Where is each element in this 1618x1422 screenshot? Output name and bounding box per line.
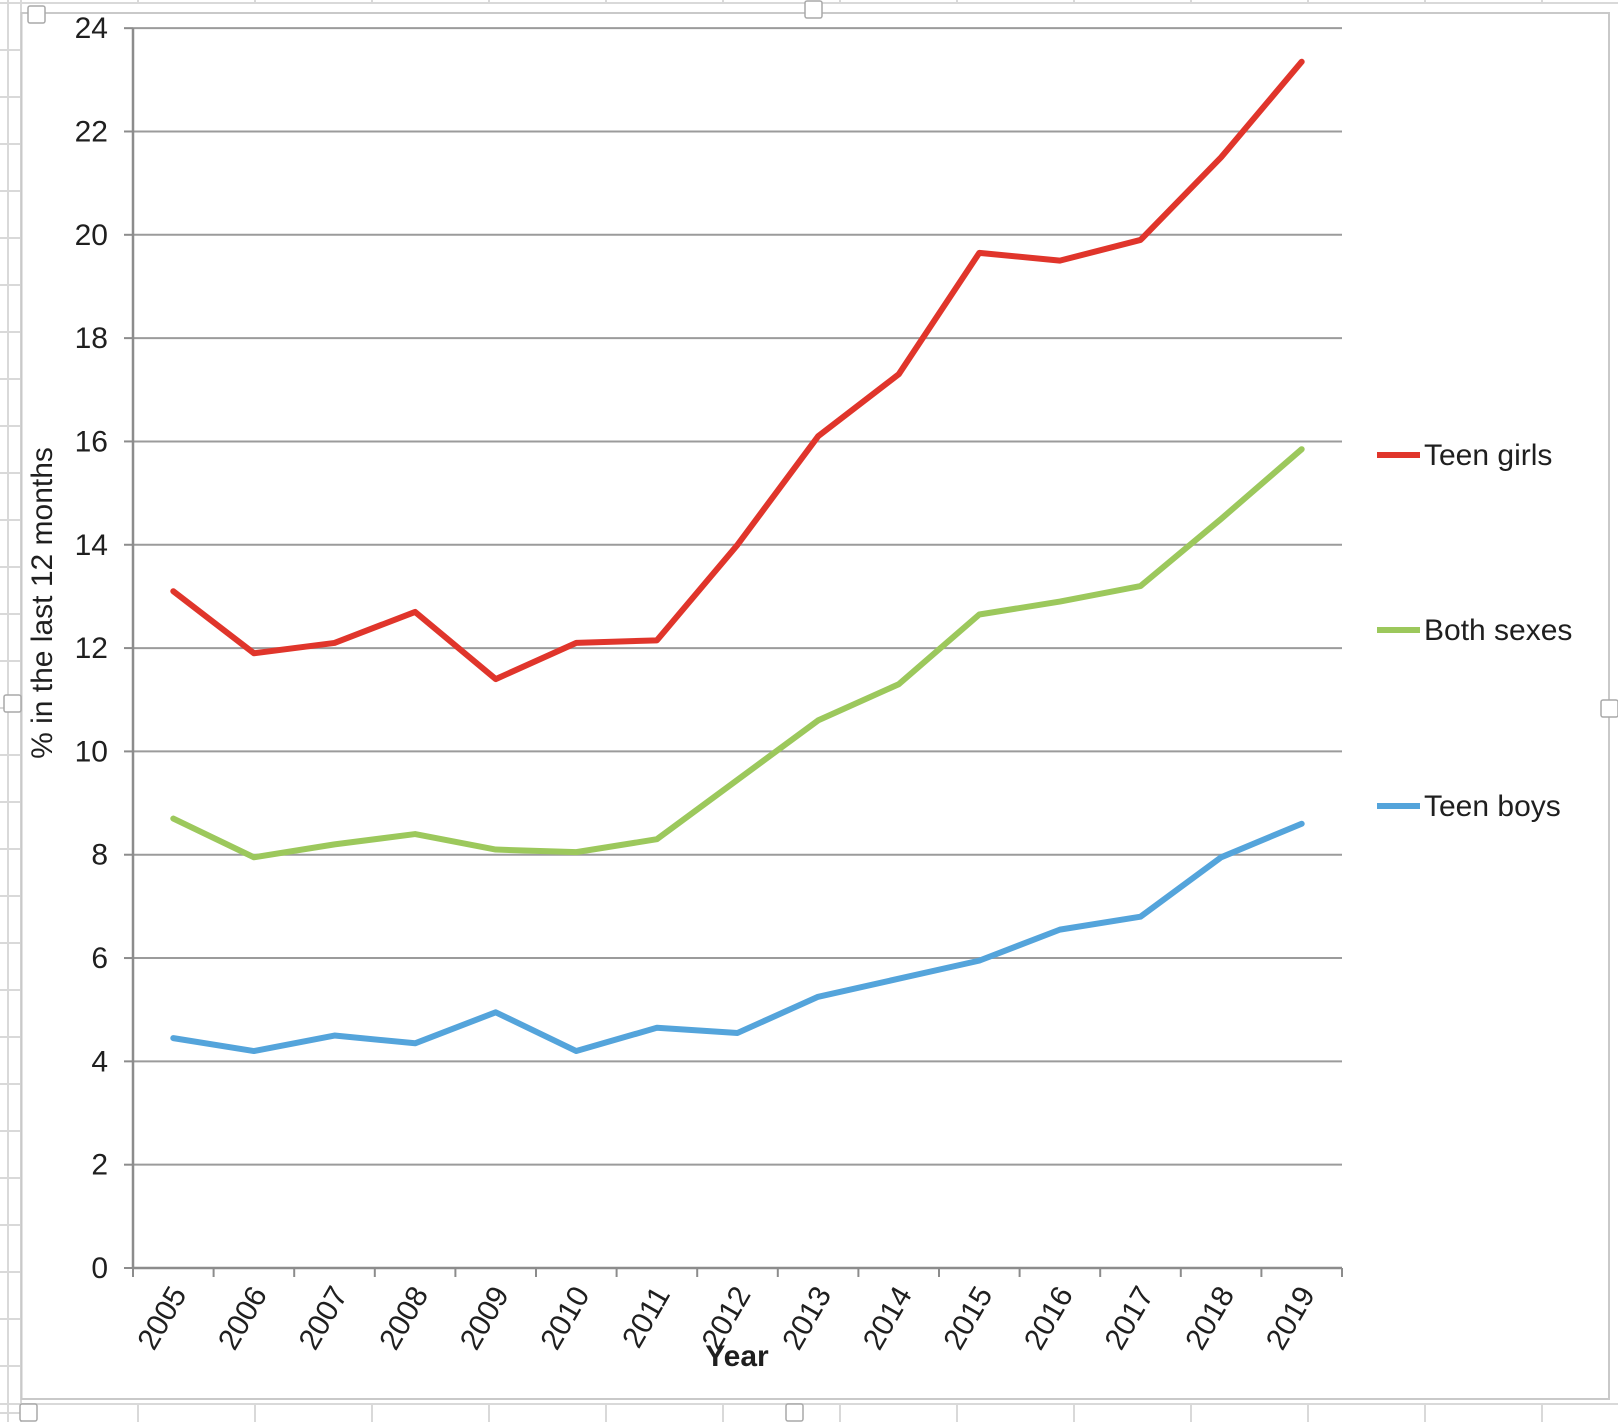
- y-tick-label: 16: [75, 425, 108, 458]
- selection-handle-top-mid[interactable]: [804, 0, 823, 19]
- y-tick-label: 20: [75, 219, 108, 252]
- legend-entry-teen-boys[interactable]: Teen boys: [1377, 790, 1561, 823]
- selection-handle-left-mid[interactable]: [3, 694, 22, 713]
- selection-handle-bottom-left[interactable]: [19, 1403, 38, 1422]
- x-tick-label: 2018: [1179, 1281, 1241, 1355]
- x-tick-label: 2013: [776, 1281, 838, 1355]
- selection-handle-bottom-mid[interactable]: [785, 1403, 804, 1422]
- y-tick-label: 6: [91, 942, 108, 975]
- x-tick-label: 2014: [857, 1281, 919, 1355]
- y-tick-label: 18: [75, 322, 108, 355]
- y-tick-label: 2: [91, 1149, 108, 1182]
- chart-object-border[interactable]: [20, 12, 1610, 1400]
- x-tick-label: 2008: [373, 1281, 435, 1355]
- legend-entry-both-sexes[interactable]: Both sexes: [1377, 614, 1572, 647]
- y-tick-label: 12: [75, 632, 108, 665]
- y-axis-title: % in the last 12 months: [26, 447, 59, 759]
- legend-entry-teen-girls[interactable]: Teen girls: [1377, 439, 1552, 472]
- x-tick-label: 2011: [616, 1281, 677, 1353]
- x-tick-label: 2007: [293, 1281, 355, 1355]
- legend-label-teen-boys[interactable]: Teen boys: [1424, 790, 1561, 823]
- x-tick-label: 2015: [937, 1281, 999, 1355]
- selection-handle-top-left[interactable]: [27, 5, 46, 24]
- x-tick-label: 2017: [1099, 1281, 1161, 1355]
- x-tick-label: 2005: [131, 1281, 193, 1355]
- x-tick-label: 2006: [212, 1281, 274, 1355]
- selection-handle-right-mid[interactable]: [1600, 699, 1618, 718]
- x-axis-title: Year: [705, 1340, 769, 1373]
- y-tick-label: 10: [75, 735, 108, 768]
- legend: Teen girls Both sexes Teen boys: [1377, 439, 1572, 823]
- x-tick-label: 2019: [1260, 1281, 1322, 1355]
- x-tick-label: 2016: [1018, 1281, 1080, 1355]
- y-tick-label: 4: [91, 1045, 108, 1078]
- y-tick-label: 0: [91, 1252, 108, 1285]
- y-tick-label: 24: [75, 12, 108, 45]
- y-tick-label: 22: [75, 115, 108, 148]
- y-tick-label: 14: [75, 529, 108, 562]
- series-line-teen-boys[interactable]: [170, 820, 1305, 1055]
- series-line-both-sexes[interactable]: [170, 446, 1305, 861]
- x-tick-label: 2010: [534, 1281, 596, 1355]
- y-tick-label: 8: [91, 839, 108, 872]
- series-line-teen-girls[interactable]: [170, 58, 1305, 683]
- legend-label-teen-girls[interactable]: Teen girls: [1424, 439, 1552, 472]
- gridlines: [133, 27, 1342, 1166]
- x-tick-label: 2009: [454, 1281, 516, 1355]
- legend-label-both-sexes[interactable]: Both sexes: [1424, 614, 1572, 647]
